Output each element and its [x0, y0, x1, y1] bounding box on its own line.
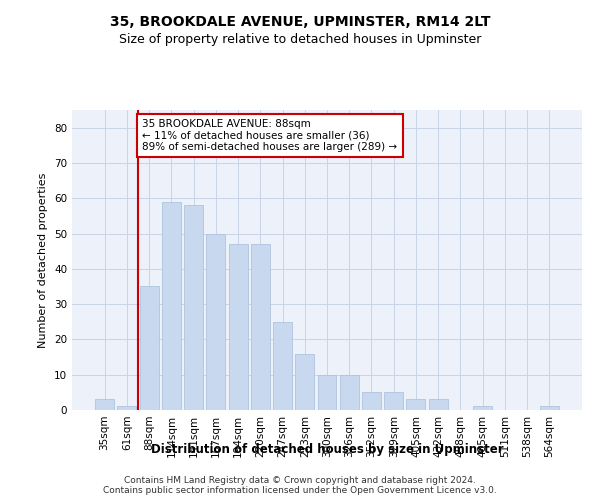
Bar [206, 234, 225, 410]
Bar [429, 400, 448, 410]
Bar [118, 406, 136, 410]
Text: Size of property relative to detached houses in Upminster: Size of property relative to detached ho… [119, 32, 481, 46]
Bar [384, 392, 403, 410]
Bar [406, 400, 425, 410]
Text: Distribution of detached houses by size in Upminster: Distribution of detached houses by size … [151, 442, 503, 456]
Text: 35 BROOKDALE AVENUE: 88sqm
← 11% of detached houses are smaller (36)
89% of semi: 35 BROOKDALE AVENUE: 88sqm ← 11% of deta… [142, 119, 398, 152]
Bar [229, 244, 248, 410]
Bar [95, 400, 114, 410]
Bar [251, 244, 270, 410]
Y-axis label: Number of detached properties: Number of detached properties [38, 172, 49, 348]
Bar [162, 202, 181, 410]
Bar [473, 406, 492, 410]
Bar [340, 374, 359, 410]
Bar [295, 354, 314, 410]
Bar [540, 406, 559, 410]
Bar [184, 206, 203, 410]
Bar [362, 392, 381, 410]
Bar [140, 286, 158, 410]
Bar [317, 374, 337, 410]
Text: Contains HM Land Registry data © Crown copyright and database right 2024.
Contai: Contains HM Land Registry data © Crown c… [103, 476, 497, 495]
Text: 35, BROOKDALE AVENUE, UPMINSTER, RM14 2LT: 35, BROOKDALE AVENUE, UPMINSTER, RM14 2L… [110, 15, 490, 29]
Bar [273, 322, 292, 410]
